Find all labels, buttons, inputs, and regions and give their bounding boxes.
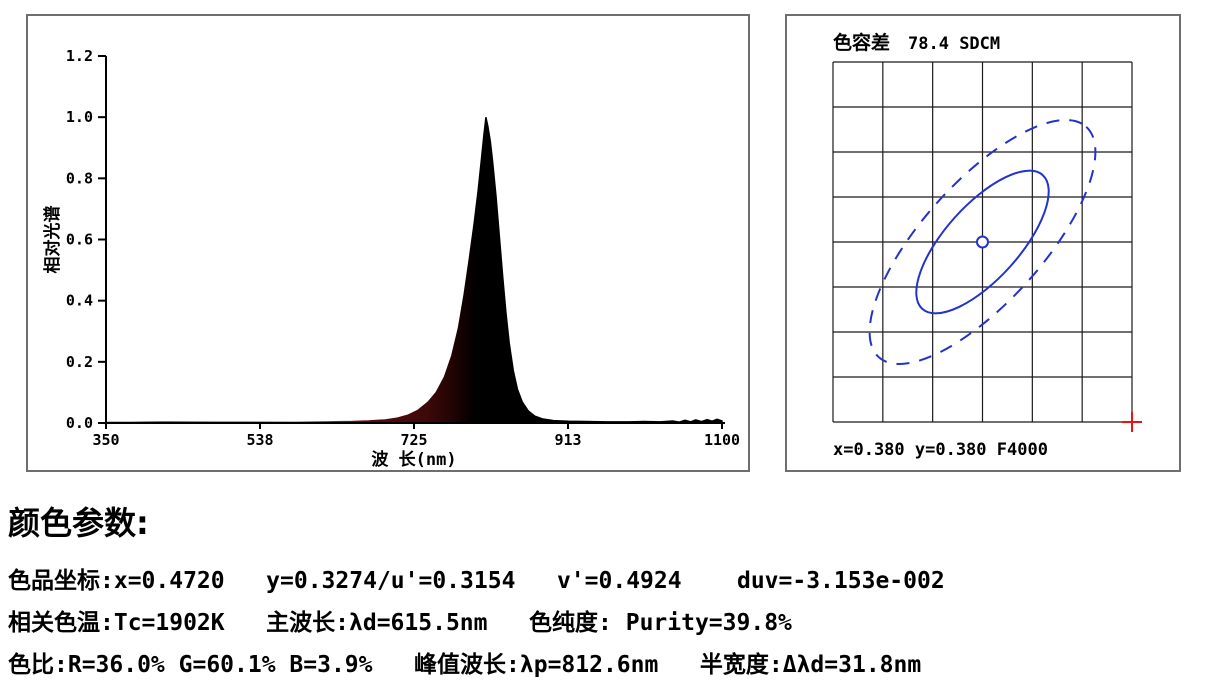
y-tick-label: 0.8 xyxy=(66,169,93,187)
cct-wavelength-purity-line: 相关色温:Tc=1902K 主波长:λd=615.5nm 色纯度: Purity… xyxy=(8,610,792,636)
measured-point-marker xyxy=(976,235,989,249)
color-ratio-peak-fwhm-line: 色比:R=36.0% G=60.1% B=3.9% 峰值波长:λp=812.6n… xyxy=(8,652,922,678)
x-tick-label: 350 xyxy=(92,431,119,449)
axes xyxy=(98,55,725,424)
x-tick-label: 538 xyxy=(246,431,273,449)
solid-tolerance-ellipse xyxy=(915,169,1050,315)
color-tolerance-label: 色容差 xyxy=(833,32,891,54)
y-tick-label: 0.2 xyxy=(66,353,93,371)
y-tick-label: 1.0 xyxy=(66,108,93,126)
x-tick-label: 725 xyxy=(400,431,427,449)
y-tick-label: 1.2 xyxy=(66,47,93,65)
x-axis-title: 波 长(nm) xyxy=(371,449,456,470)
reference-cross-marker xyxy=(1122,412,1142,432)
y-axis-title: 相对光谱 xyxy=(42,206,63,274)
spectrum-curve xyxy=(105,117,723,424)
x-tick-label: 1100 xyxy=(704,431,740,449)
x-tick-label: 913 xyxy=(554,431,581,449)
spectrum-panel: 1.2 1.0 0.8 0.6 0.4 0.2 0.0 350 538 725 913 1100 波 长… xyxy=(26,14,750,472)
y-tick-label: 0.6 xyxy=(66,231,93,249)
macadam-ellipse-chart xyxy=(832,61,1142,432)
y-tick-label: 0.4 xyxy=(66,292,93,310)
sdcm-value: 78.4 SDCM xyxy=(908,34,1001,54)
y-tick-label: 0.0 xyxy=(66,414,93,432)
chromaticity-reference: x=0.380 y=0.380 F4000 xyxy=(833,440,1048,460)
chromaticity-coordinates-line: 色品坐标:x=0.4720 y=0.3274/u'=0.3154 v'=0.49… xyxy=(8,568,945,594)
color-tolerance-title: 色容差 78.4 SDCM xyxy=(833,28,1000,55)
color-params-heading: 颜色参数: xyxy=(8,504,149,542)
color-tolerance-panel: 色容差 78.4 SDCM x=0.380 y=0.380 F4000 xyxy=(785,14,1181,472)
